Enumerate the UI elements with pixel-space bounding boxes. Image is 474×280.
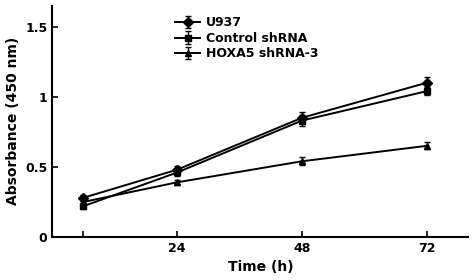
Y-axis label: Absorbance (450 nm): Absorbance (450 nm) <box>6 37 19 206</box>
Legend: U937, Control shRNA, HOXA5 shRNA-3: U937, Control shRNA, HOXA5 shRNA-3 <box>175 17 319 60</box>
X-axis label: Time (h): Time (h) <box>228 260 293 274</box>
